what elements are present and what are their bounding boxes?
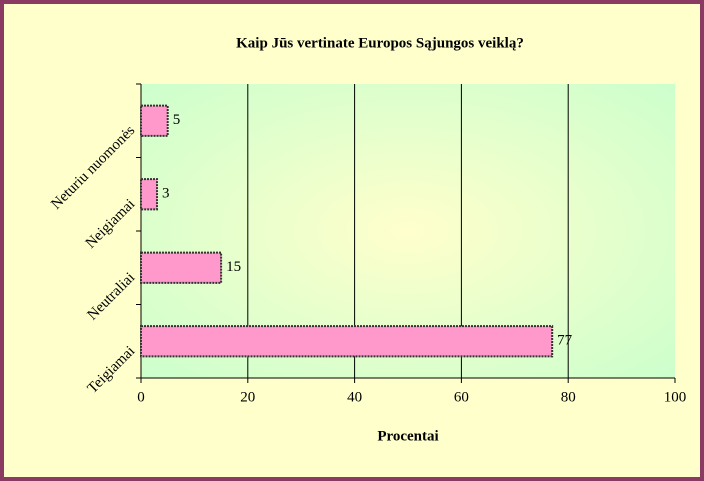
value-label: 77 <box>557 333 573 349</box>
x-tick-label: 0 <box>137 389 145 405</box>
bar <box>140 104 169 137</box>
value-label: 3 <box>162 186 170 202</box>
x-tick-label: 60 <box>454 389 469 405</box>
bar <box>140 178 159 211</box>
value-label: 5 <box>173 112 181 128</box>
x-tick-label: 100 <box>664 389 687 405</box>
x-tick-label: 80 <box>561 389 576 405</box>
x-tick-label: 40 <box>347 389 362 405</box>
x-tick-label: 20 <box>240 389 255 405</box>
bar <box>140 251 223 284</box>
value-label: 15 <box>226 259 241 275</box>
chart-title: Kaip Jūs vertinate Europos Sąjungos veik… <box>236 35 524 51</box>
bar <box>140 325 554 358</box>
x-axis-title: Procentai <box>377 428 438 444</box>
